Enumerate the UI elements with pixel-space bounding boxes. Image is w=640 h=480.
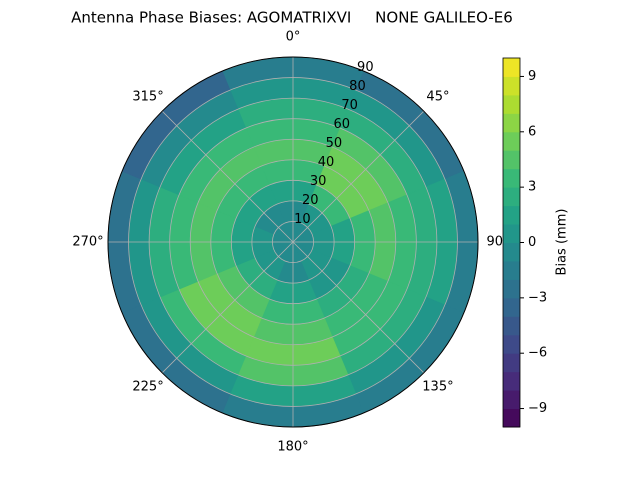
r-tick-label: 40 bbox=[318, 155, 335, 170]
colorbar-tick-label: −3 bbox=[528, 290, 547, 305]
colorbar-swatch bbox=[503, 94, 520, 114]
colorbar-swatch bbox=[503, 168, 520, 188]
r-tick-label: 30 bbox=[310, 174, 327, 189]
chart-title: Antenna Phase Biases: AGOMATRIXVI NONE G… bbox=[71, 9, 513, 27]
r-tick-label: 70 bbox=[341, 98, 358, 113]
theta-tick-label: 45° bbox=[426, 90, 449, 105]
theta-tick-label: 270° bbox=[72, 235, 103, 250]
colorbar-tick-label: −9 bbox=[528, 401, 547, 416]
colorbar-swatch bbox=[503, 279, 520, 299]
colorbar-swatch bbox=[503, 260, 520, 280]
colorbar-swatch bbox=[503, 113, 520, 133]
colorbar-swatch bbox=[503, 150, 520, 170]
grid-spoke bbox=[161, 241, 294, 374]
colorbar-tick-label: 0 bbox=[528, 235, 536, 250]
colorbar-swatch bbox=[503, 353, 520, 373]
colorbar-swatch bbox=[503, 76, 520, 96]
colorbar-swatch bbox=[503, 390, 520, 410]
r-tick-label: 20 bbox=[302, 193, 319, 208]
colorbar-swatch bbox=[503, 334, 520, 354]
colorbar-tick-label: −6 bbox=[528, 346, 547, 361]
r-tick-label: 90 bbox=[357, 60, 374, 75]
theta-tick-label: 0° bbox=[286, 30, 301, 45]
colorbar-tick-label: 6 bbox=[528, 124, 536, 139]
colorbar-swatch bbox=[503, 408, 520, 428]
colorbar-swatch bbox=[503, 205, 520, 225]
grid-spoke bbox=[292, 241, 425, 374]
colorbar-swatch bbox=[503, 58, 520, 77]
theta-tick-label: 315° bbox=[132, 90, 163, 105]
colorbar-label: Bias (mm) bbox=[555, 209, 570, 276]
plot-border bbox=[107, 56, 479, 428]
theta-tick-label: 135° bbox=[422, 379, 453, 394]
r-tick-label: 80 bbox=[349, 79, 366, 94]
theta-tick-label: 225° bbox=[132, 379, 163, 394]
colorbar-swatch bbox=[503, 316, 520, 336]
grid-spoke bbox=[292, 110, 425, 243]
r-tick-label: 10 bbox=[294, 212, 311, 227]
r-tick-label: 60 bbox=[333, 117, 350, 132]
colorbar-swatch bbox=[503, 187, 520, 207]
grid-spoke bbox=[161, 110, 294, 243]
theta-tick-label: 180° bbox=[277, 440, 308, 455]
colorbar-swatch bbox=[503, 224, 520, 243]
colorbar-tick-label: 3 bbox=[528, 180, 536, 195]
colorbar-swatch bbox=[503, 371, 520, 391]
colorbar-swatch bbox=[503, 242, 520, 262]
colorbar-tick-label: 9 bbox=[528, 69, 536, 84]
colorbar-swatch bbox=[503, 131, 520, 151]
r-tick-label: 50 bbox=[326, 136, 343, 151]
colorbar-swatch bbox=[503, 297, 520, 317]
